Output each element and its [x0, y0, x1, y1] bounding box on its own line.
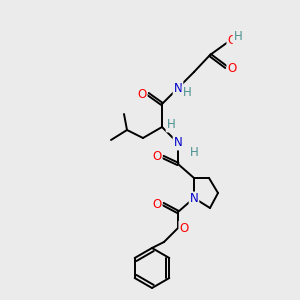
Text: H: H [183, 86, 191, 100]
Text: O: O [137, 88, 147, 100]
Text: H: H [167, 118, 176, 131]
Text: O: O [152, 151, 162, 164]
Text: O: O [227, 34, 237, 47]
Text: O: O [227, 62, 237, 76]
Text: O: O [152, 197, 162, 211]
Text: O: O [179, 221, 189, 235]
Text: N: N [174, 82, 182, 94]
Text: H: H [234, 31, 242, 44]
Text: N: N [190, 193, 198, 206]
Text: N: N [174, 136, 182, 149]
Text: H: H [190, 146, 198, 158]
